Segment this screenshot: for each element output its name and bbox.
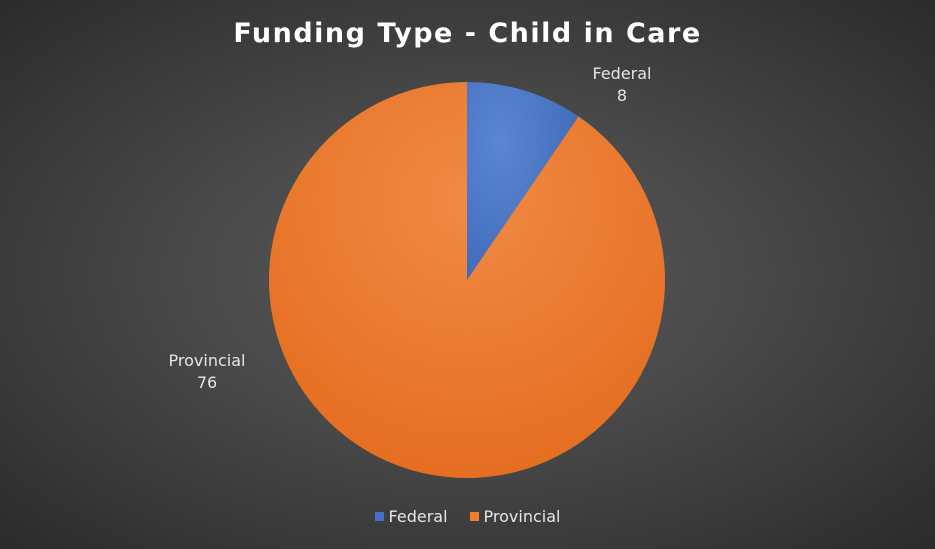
legend-item-federal[interactable]: Federal xyxy=(374,507,448,526)
data-label-provincial-category: Provincial xyxy=(168,351,246,370)
legend: Federal Provincial xyxy=(0,507,935,526)
data-label-provincial: Provincial 76 xyxy=(162,350,252,394)
chart-title: Funding Type - Child in Care xyxy=(233,18,702,49)
legend-label-federal: Federal xyxy=(388,507,448,526)
legend-swatch-federal xyxy=(374,512,384,521)
legend-swatch-provincial xyxy=(469,512,479,521)
data-label-federal-category: Federal xyxy=(592,64,652,83)
data-label-federal: Federal 8 xyxy=(586,63,658,107)
data-label-federal-value: 8 xyxy=(616,86,628,105)
legend-label-provincial: Provincial xyxy=(483,507,561,526)
pie-slice-provincial[interactable] xyxy=(268,82,665,479)
legend-item-provincial[interactable]: Provincial xyxy=(469,507,561,526)
pie-slice-federal[interactable] xyxy=(467,82,579,280)
data-label-provincial-value: 76 xyxy=(196,373,218,392)
